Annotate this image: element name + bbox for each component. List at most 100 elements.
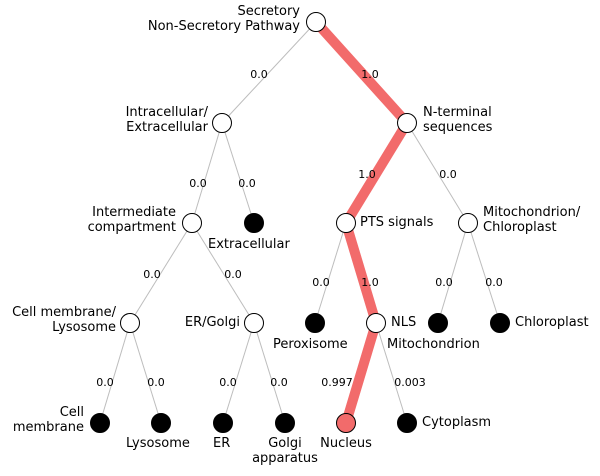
edge-root-intracellular xyxy=(221,21,317,124)
node-label-line: Extracellular xyxy=(208,237,291,252)
node-label-er: ER xyxy=(213,436,230,451)
node-label-line: Mitochondrion xyxy=(387,337,480,352)
node-nls xyxy=(366,313,386,333)
edge-intermediate-er_golgi xyxy=(191,222,255,324)
node-er xyxy=(213,413,233,433)
node-label-line: sequences xyxy=(423,120,493,135)
node-label-pts: PTS signals xyxy=(360,215,434,230)
node-label-root: Secretory Non-Secretory Pathway xyxy=(148,4,300,34)
edge-probability-root-intracellular: 0.0 xyxy=(250,68,268,81)
edge-pts-nls xyxy=(341,221,381,325)
probabilities-layer: 0.0 1.00.0 0.01.0 0.00.0 0.00.0 1.0 0.0 0.00.0 0… xyxy=(96,68,503,389)
edge-cellmem_lyso-lysosome xyxy=(129,322,162,424)
node-label-line: Mitochondrion/ xyxy=(483,205,581,220)
node-lysosome xyxy=(151,413,171,433)
node-label-line: PTS signals xyxy=(360,215,434,230)
node-peroxisome xyxy=(305,313,325,333)
node-label-nucleus: Nucleus xyxy=(320,436,372,451)
edge-probability-cellmem_lyso-lysosome: 0.0 xyxy=(147,376,165,389)
edge-probability-pts-peroxisome: 0.0 xyxy=(312,276,330,289)
edge-probability-intracellular-extracellular: 0.0 xyxy=(238,177,256,190)
node-root xyxy=(306,12,326,32)
edge-root-nterminal xyxy=(312,18,411,127)
node-mitochondrion xyxy=(428,313,448,333)
node-pts xyxy=(336,213,356,233)
edge-probability-intermediate-cellmem_lyso: 0.0 xyxy=(143,268,161,281)
node-label-line: Golgi xyxy=(268,436,302,451)
node-label-line: Nucleus xyxy=(320,436,372,451)
node-label-line: Cytoplasm xyxy=(422,415,491,430)
node-label-line: Secretory xyxy=(237,4,300,19)
edge-cellmem_lyso-cell_membrane xyxy=(99,322,131,424)
node-label-line: Cell xyxy=(60,405,84,420)
node-label-cell-membrane: Cell membrane xyxy=(13,405,84,435)
edge-probability-mito_chloro-mitochondrion: 0.0 xyxy=(435,276,453,289)
node-label-mitochondrion: Mitochondrion xyxy=(387,337,480,352)
edges-layer xyxy=(99,18,501,425)
edge-probability-intermediate-er_golgi: 0.0 xyxy=(224,268,242,281)
edge-probability-nterminal-mito_chloro: 0.0 xyxy=(439,168,457,181)
labels-layer: Secretory Non-Secretory Pathway Intracellu… xyxy=(12,4,589,466)
node-extracellular xyxy=(244,213,264,233)
node-label-line: Non-Secretory Pathway xyxy=(148,19,300,34)
node-label-intracellular: Intracellular/Extracellular xyxy=(126,105,209,135)
node-label-line: Intracellular/ xyxy=(126,105,209,120)
edge-intracellular-extracellular xyxy=(221,122,255,224)
edge-probability-cellmem_lyso-cell_membrane: 0.0 xyxy=(96,376,114,389)
edge-mito_chloro-mitochondrion xyxy=(437,222,469,324)
node-label-cytoplasm: Cytoplasm xyxy=(422,415,491,430)
node-label-line: Chloroplast xyxy=(483,220,557,235)
node-label-line: Intermediate xyxy=(92,205,176,220)
node-label-nterminal: N-terminal sequences xyxy=(423,105,493,135)
node-er-golgi xyxy=(244,313,264,333)
edge-intermediate-cellmem_lyso xyxy=(129,222,193,324)
edge-nls-cytoplasm xyxy=(375,322,408,424)
node-label-line: Extracellular xyxy=(126,120,209,135)
node-label-mito-chloro: Mitochondrion/Chloroplast xyxy=(483,205,581,235)
node-label-lysosome: Lysosome xyxy=(126,436,190,451)
node-label-intermediate: Intermediate compartment xyxy=(88,205,176,235)
edge-er_golgi-er xyxy=(222,322,255,424)
node-label-line: Chloroplast xyxy=(515,315,589,330)
node-label-line: NLS xyxy=(391,315,416,330)
edge-probability-er_golgi-golgi: 0.0 xyxy=(270,376,288,389)
node-mito-chloro xyxy=(458,213,478,233)
node-nucleus xyxy=(336,413,356,433)
edge-probability-pts-nls: 1.0 xyxy=(361,276,379,289)
node-label-line: Lysosome xyxy=(52,320,116,335)
node-label-line: compartment xyxy=(88,220,176,235)
node-label-line: N-terminal xyxy=(423,105,492,120)
node-label-line: membrane xyxy=(13,420,84,435)
node-cellmem-lyso xyxy=(120,313,140,333)
node-intermediate xyxy=(182,213,202,233)
node-intracellular xyxy=(212,113,232,133)
edge-mito_chloro-chloroplast xyxy=(467,222,501,324)
node-cytoplasm xyxy=(397,413,417,433)
node-label-chloroplast: Chloroplast xyxy=(515,315,589,330)
edge-er_golgi-golgi xyxy=(253,322,286,424)
edge-nls-nucleus xyxy=(341,321,381,425)
node-label-line: ER/Golgi xyxy=(185,315,240,330)
node-label-line: Lysosome xyxy=(126,436,190,451)
node-label-er-golgi: ER/Golgi xyxy=(185,315,240,330)
node-label-cellmem-lyso: Cell membrane/Lysosome xyxy=(12,305,117,335)
edge-probability-intracellular-intermediate: 0.0 xyxy=(189,177,207,190)
edge-nterminal-pts xyxy=(341,120,412,226)
nodes-layer xyxy=(90,12,510,433)
node-cell-membrane xyxy=(90,413,110,433)
node-label-line: Cell membrane/ xyxy=(12,305,117,320)
edge-probability-nterminal-pts: 1.0 xyxy=(358,168,376,181)
node-chloroplast xyxy=(490,313,510,333)
edge-probability-nls-nucleus: 0.997 xyxy=(321,376,353,389)
edge-nterminal-mito_chloro xyxy=(406,122,469,224)
edge-pts-peroxisome xyxy=(314,222,347,324)
node-label-peroxisome: Peroxisome xyxy=(273,337,348,352)
edge-probability-mito_chloro-chloroplast: 0.0 xyxy=(485,276,503,289)
node-label-nls: NLS xyxy=(391,315,416,330)
node-label-extracellular: Extracellular xyxy=(208,237,291,252)
edge-intracellular-intermediate xyxy=(191,122,223,224)
node-label-line: ER xyxy=(213,436,230,451)
node-nterminal xyxy=(397,113,417,133)
